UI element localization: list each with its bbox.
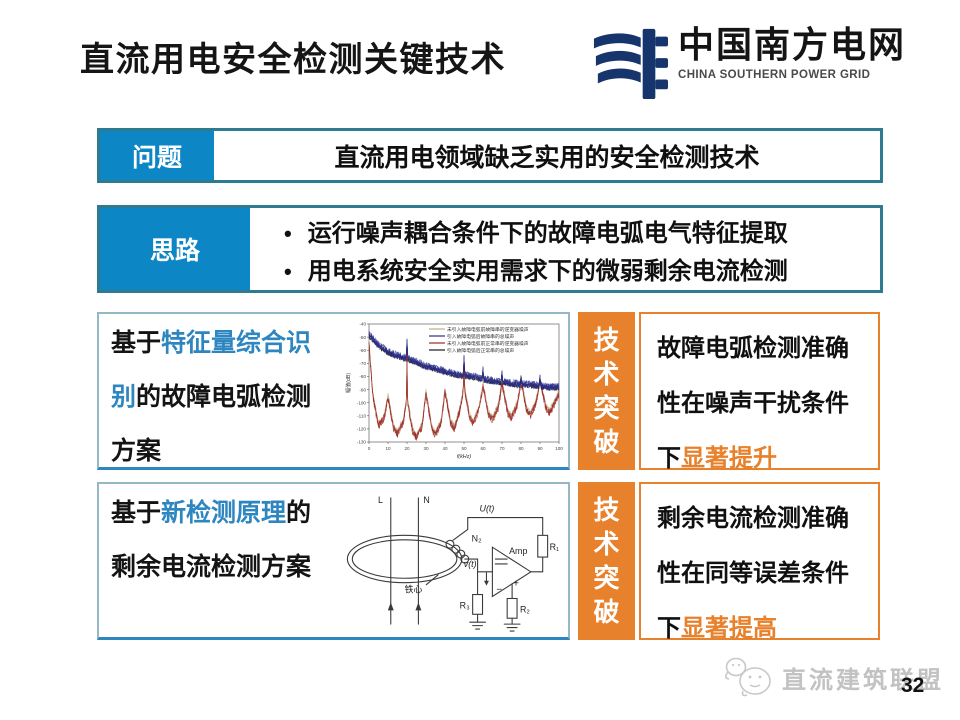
bullet-icon: •	[284, 258, 292, 284]
residual-breakthrough-card: 技术突破 剩余电流检测准确性在同等误差条件下显著提高	[578, 482, 880, 642]
sensor-circuit-diagram: L N N₂ 铁心 v(t) U(t) Amp R₁ R₂ R₃ − +	[330, 488, 565, 639]
svg-text:100: 100	[555, 446, 563, 451]
result-highlight: 显著提升	[681, 445, 777, 472]
svg-text:60: 60	[480, 446, 486, 451]
page-number: 32	[901, 674, 925, 697]
amp-label: Amp	[509, 546, 527, 556]
residual-current-desc: 基于新检测原理的剩余电流检测方案	[111, 486, 326, 594]
approach-box: 思路 • 运行噪声耦合条件下的故障电弧电气特征提取 • 用电系统安全实用需求下的…	[97, 205, 883, 293]
svg-text:-120: -120	[357, 427, 367, 432]
winding-label: N₂	[472, 533, 482, 543]
arc-result-text: 故障电弧检测准确性在噪声干扰条件下显著提升	[639, 312, 880, 472]
alliance-mascot-icon	[720, 654, 780, 707]
csg-logo-icon	[592, 22, 668, 107]
svg-text:引入故障电弧后故障串的总噪声: 引入故障电弧后故障串的总噪声	[447, 333, 514, 340]
minus-label: −	[496, 585, 502, 596]
svg-text:90: 90	[537, 446, 543, 451]
wire-n-label: N	[423, 495, 429, 505]
residual-result-text: 剩余电流检测准确性在同等误差条件下显著提高	[639, 482, 880, 642]
svg-text:0: 0	[368, 446, 371, 451]
result-text: 故障电弧检测准确性在噪声干扰条件下	[657, 335, 849, 472]
svg-text:10: 10	[385, 446, 391, 451]
alliance-brand-text: 直流建筑联盟	[782, 667, 944, 694]
problem-text: 直流用电领域缺乏实用的安全检测技术	[334, 143, 760, 172]
r3-label: R₃	[460, 600, 470, 610]
approach-label: 思路	[100, 208, 250, 290]
svg-text:引入故障电弧后正常串的总噪声: 引入故障电弧后正常串的总噪声	[447, 347, 514, 354]
svg-text:-70: -70	[359, 361, 366, 366]
bullet-text: 运行噪声耦合条件下的故障电弧电气特征提取	[307, 219, 788, 247]
result-text: 剩余电流检测准确性在同等误差条件下	[657, 505, 849, 642]
r1-label: R₁	[550, 542, 559, 552]
ut-label: U(t)	[480, 504, 495, 514]
page-title: 直流用电安全检测关键技术	[80, 41, 506, 79]
svg-text:-50: -50	[359, 335, 366, 340]
svg-text:80: 80	[518, 446, 524, 451]
vt-label: v(t)	[464, 559, 477, 569]
problem-box: 问题 直流用电领域缺乏实用的安全检测技术	[97, 128, 883, 183]
svg-text:未引入故障电弧前故障串的逆变器噪声: 未引入故障电弧前故障串的逆变器噪声	[447, 326, 529, 333]
bullet-text: 用电系统安全实用需求下的微弱剩余电流检测	[307, 257, 788, 285]
svg-text:-100: -100	[357, 400, 367, 405]
desc-suffix: 的故障电弧检测方案	[111, 383, 312, 465]
wire-l-label: L	[378, 495, 383, 505]
desc-prefix: 基于	[111, 329, 162, 357]
list-item: • 运行噪声耦合条件下的故障电弧电气特征提取	[284, 213, 880, 248]
bullet-icon: •	[284, 220, 292, 246]
svg-text:-90: -90	[359, 387, 366, 392]
breakthrough-label: 技术突破	[578, 312, 635, 470]
arc-breakthrough-card: 技术突破 故障电弧检测准确性在噪声干扰条件下显著提升	[578, 312, 880, 472]
svg-text:幅值(dB): 幅值(dB)	[344, 373, 352, 393]
svg-text:20: 20	[404, 446, 410, 451]
residual-current-card: 基于新检测原理的剩余电流检测方案	[97, 482, 570, 640]
logo-en-text: CHINA SOUTHERN POWER GRID	[678, 69, 871, 81]
svg-text:未引入故障电弧前正常串的逆变器噪声: 未引入故障电弧前正常串的逆变器噪声	[447, 340, 529, 347]
svg-text:-80: -80	[359, 374, 366, 379]
logo-cn-text: 中国南方电网	[678, 24, 907, 65]
svg-text:50: 50	[461, 446, 467, 451]
svg-text:f(kHz): f(kHz)	[457, 454, 472, 460]
csg-logo: 中国南方电网 CHINA SOUTHERN POWER GRID	[592, 22, 906, 107]
plus-label: +	[513, 579, 519, 590]
result-highlight: 显著提高	[681, 615, 777, 642]
breakthrough-label: 技术突破	[578, 482, 635, 640]
desc-highlight: 特征量综合识别	[111, 329, 312, 411]
arc-detection-card: 基于特征量综合识别的故障电弧检测方案 -40 -50 -60 -70 -80 -90 -10…	[97, 312, 570, 470]
arc-detection-desc: 基于特征量综合识别的故障电弧检测方案	[111, 316, 326, 478]
list-item: • 用电系统安全实用需求下的微弱剩余电流检测	[284, 251, 880, 286]
desc-suffix: 的剩余电流检测方案	[111, 499, 312, 581]
desc-highlight: 新检测原理	[161, 499, 287, 527]
svg-text:-40: -40	[359, 322, 366, 327]
desc-prefix: 基于	[111, 499, 162, 527]
svg-text:-110: -110	[357, 413, 366, 418]
svg-text:40: 40	[442, 446, 448, 451]
svg-text:-60: -60	[359, 348, 366, 353]
approach-bullets: • 运行噪声耦合条件下的故障电弧电气特征提取 • 用电系统安全实用需求下的微弱剩…	[250, 208, 880, 290]
svg-text:-130: -130	[357, 440, 367, 445]
svg-text:70: 70	[499, 446, 505, 451]
r2-label: R₂	[520, 604, 530, 614]
problem-label: 问题	[100, 131, 214, 180]
noise-spectrum-chart: -40 -50 -60 -70 -80 -90 -100 -110 -120 -130 0 10 20 3…	[343, 318, 565, 471]
core-label: 铁心	[405, 584, 423, 595]
svg-text:30: 30	[423, 446, 429, 451]
